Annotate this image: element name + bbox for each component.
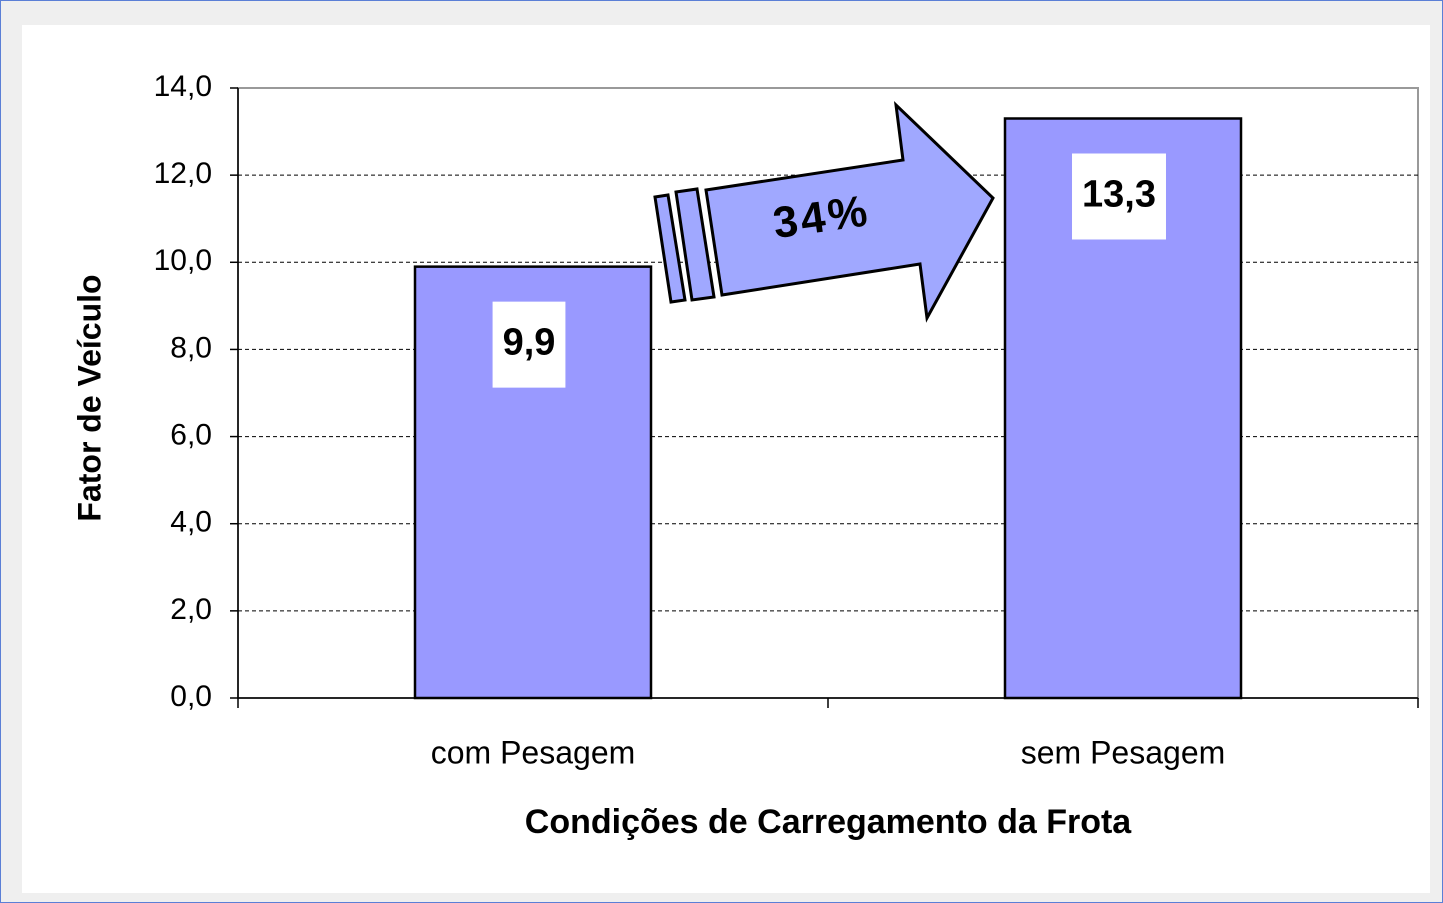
arrow-strip xyxy=(674,187,716,302)
y-tick-label: 14,0 xyxy=(154,70,212,103)
data-label-box xyxy=(492,301,566,388)
x-axis-title: Condições de Carregamento da Frota xyxy=(525,803,1133,841)
y-axis-title: Fator de Veículo xyxy=(71,274,107,521)
x-tick-label: com Pesagem xyxy=(431,734,636,770)
y-tick-label: 8,0 xyxy=(170,331,212,364)
y-tick-label: 2,0 xyxy=(170,593,212,626)
y-tick-label: 10,0 xyxy=(154,244,212,277)
y-tick-label: 6,0 xyxy=(170,418,212,451)
arrow xyxy=(653,100,995,323)
y-tick-label: 12,0 xyxy=(154,157,212,190)
arrow-body xyxy=(704,100,995,323)
data-label: 9,9 xyxy=(503,322,556,364)
data-label: 13,3 xyxy=(1082,174,1156,216)
y-tick-label: 4,0 xyxy=(170,506,212,539)
data-label-box xyxy=(1072,153,1166,240)
arrow-strip xyxy=(653,193,687,304)
y-tick-label: 0,0 xyxy=(170,680,212,713)
x-tick-label: sem Pesagem xyxy=(1021,734,1226,770)
